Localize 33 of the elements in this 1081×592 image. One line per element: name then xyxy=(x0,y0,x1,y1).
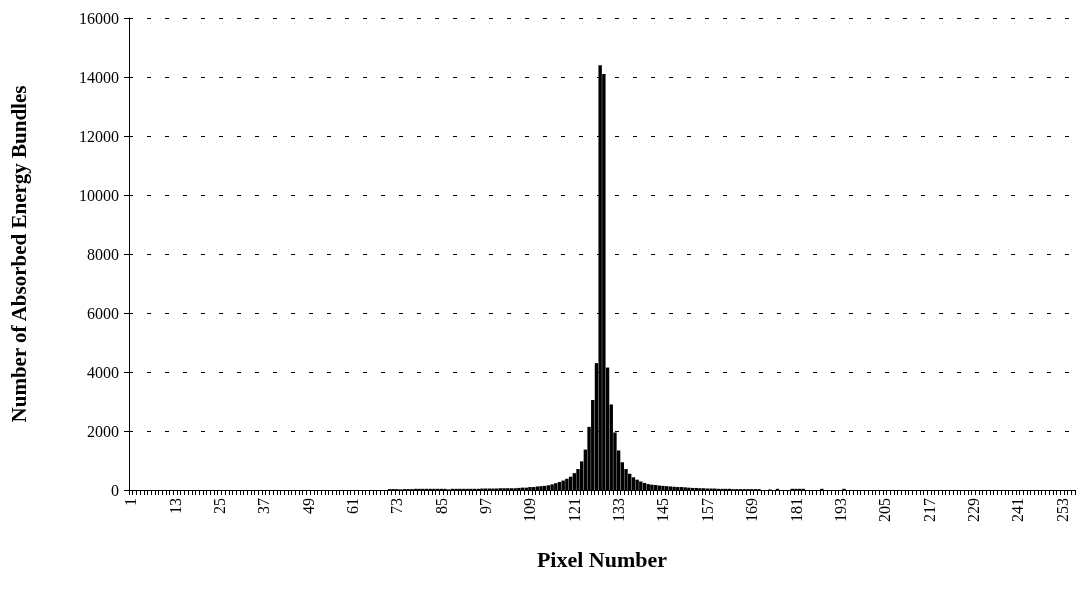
y-tick-label: 16000 xyxy=(79,9,119,27)
y-tick-label: 14000 xyxy=(79,68,119,86)
x-tick-label: 109 xyxy=(521,498,539,522)
x-tick-label: 217 xyxy=(920,498,938,522)
x-tick-label: 193 xyxy=(831,498,849,522)
y-tick-label: 12000 xyxy=(79,127,119,145)
x-axis-title: Pixel Number xyxy=(536,546,668,572)
y-tick-label: 6000 xyxy=(87,304,119,322)
y-axis-title: Number of Absorbed Energy Bundles xyxy=(6,85,31,423)
x-tick-label: 49 xyxy=(299,498,317,514)
y-tick-label: 8000 xyxy=(87,245,119,263)
x-tick-label: 205 xyxy=(876,498,894,522)
y-tick-label: 4000 xyxy=(87,363,119,381)
x-tick-label: 73 xyxy=(388,498,406,514)
x-tick-label: 145 xyxy=(654,498,672,522)
x-tick-label: 169 xyxy=(743,498,761,522)
x-tick-label: 25 xyxy=(211,498,229,514)
x-tick-label: 133 xyxy=(610,498,628,522)
x-tick-label: 157 xyxy=(698,498,716,522)
y-tick-label: 2000 xyxy=(87,422,119,440)
x-tick-label: 13 xyxy=(166,498,184,514)
y-tick-label: 10000 xyxy=(79,186,119,204)
x-tick-label: 1 xyxy=(122,498,140,506)
x-tick-label: 97 xyxy=(477,498,495,514)
y-tick-label: 0 xyxy=(111,481,119,499)
x-tick-label: 121 xyxy=(565,498,583,522)
x-tick-label: 241 xyxy=(1009,498,1027,522)
x-tick-label: 229 xyxy=(964,498,982,522)
x-tick-label: 61 xyxy=(344,498,362,514)
x-tick-label: 37 xyxy=(255,498,273,514)
x-tick-label: 253 xyxy=(1053,498,1071,522)
x-tick-label: 85 xyxy=(432,498,450,514)
x-tick-label: 181 xyxy=(787,498,805,522)
